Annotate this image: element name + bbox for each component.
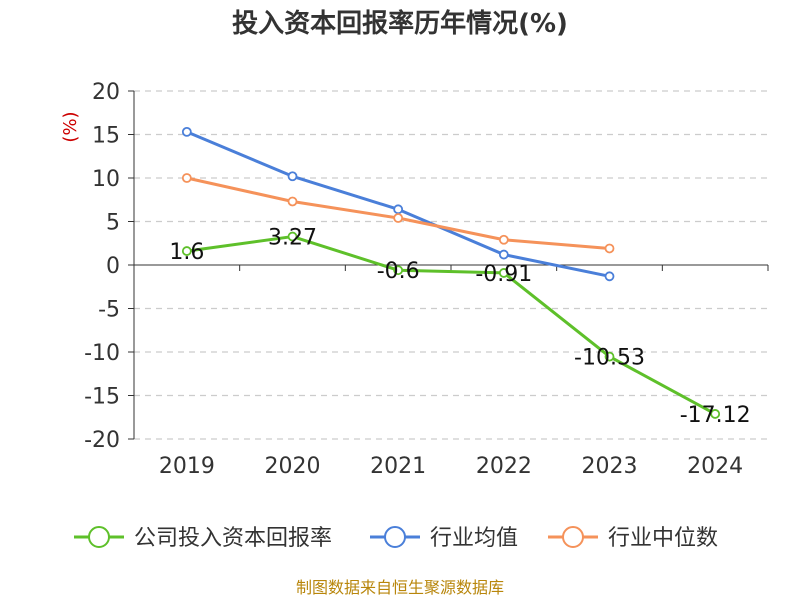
x-tick-label: 2020 — [265, 454, 321, 479]
data-point[interactable] — [181, 173, 192, 183]
data-point[interactable] — [287, 231, 298, 242]
data-point[interactable] — [393, 265, 404, 276]
y-tick-label: 0 — [106, 254, 120, 279]
y-tick-label: 15 — [92, 124, 120, 149]
legend-swatch-marker — [88, 526, 110, 548]
legend-item-0[interactable]: 公司投入资本回报率 — [74, 526, 332, 551]
data-point[interactable] — [287, 196, 298, 207]
data-point[interactable] — [498, 268, 509, 278]
data-label: -0.91 — [475, 262, 532, 287]
data-label: 3.27 — [268, 226, 317, 251]
data-point[interactable] — [287, 171, 298, 182]
y-tick-label: -10 — [84, 341, 120, 366]
legend-label: 行业均值 — [430, 526, 518, 551]
x-tick-label: 2023 — [582, 454, 638, 479]
data-point[interactable] — [181, 246, 192, 256]
legend-swatch-marker — [384, 526, 406, 548]
data-labels: 1.6 3.27 -0.6 -0.91 -10.53 -17.12 — [169, 226, 750, 428]
data-point[interactable] — [604, 271, 615, 282]
series-line-0 — [186, 235, 716, 416]
y-tick-label: 10 — [92, 167, 120, 192]
data-point[interactable] — [393, 213, 404, 223]
data-point[interactable] — [604, 243, 615, 254]
y-tick-label: 20 — [92, 80, 120, 105]
chart-title: 投入资本回报率历年情况(%) — [232, 8, 568, 39]
y-tick-label: -15 — [84, 385, 120, 410]
x-tick-labels: 2019 2020 2021 2022 2023 2024 — [159, 454, 743, 479]
x-tick-label: 2024 — [687, 454, 743, 479]
data-point[interactable] — [604, 351, 615, 362]
data-label: 1.6 — [169, 240, 204, 265]
source-note: 制图数据来自恒生聚源数据库 — [296, 578, 504, 597]
y-tick-labels: 20 15 10 5 0 -5 -10 -15 -20 — [84, 80, 120, 453]
series-lines — [181, 126, 721, 419]
legend: 公司投入资本回报率 行业均值 行业中位数 — [74, 526, 718, 551]
data-point[interactable] — [181, 126, 192, 137]
data-point[interactable] — [393, 204, 404, 215]
legend-item-1[interactable]: 行业均值 — [370, 526, 518, 551]
y-axis-label: (%) — [60, 111, 81, 142]
legend-label: 行业中位数 — [608, 526, 718, 551]
data-label: -0.6 — [377, 259, 420, 284]
legend-swatch-marker — [562, 526, 584, 548]
legend-item-2[interactable]: 行业中位数 — [548, 526, 718, 551]
x-tick-label: 2022 — [476, 454, 532, 479]
data-point[interactable] — [498, 249, 509, 260]
data-point[interactable] — [498, 234, 509, 245]
data-point[interactable] — [710, 409, 721, 419]
x-tick-label: 2021 — [370, 454, 426, 479]
y-tick-label: -20 — [84, 428, 120, 453]
data-label: -10.53 — [574, 346, 645, 371]
y-tick-label: -5 — [98, 298, 120, 323]
axes — [133, 91, 768, 439]
legend-label: 公司投入资本回报率 — [134, 526, 332, 551]
data-label: -17.12 — [680, 403, 751, 428]
series-line-1 — [186, 130, 610, 278]
x-tick-label: 2019 — [159, 454, 215, 479]
y-tick-label: 5 — [106, 211, 120, 236]
